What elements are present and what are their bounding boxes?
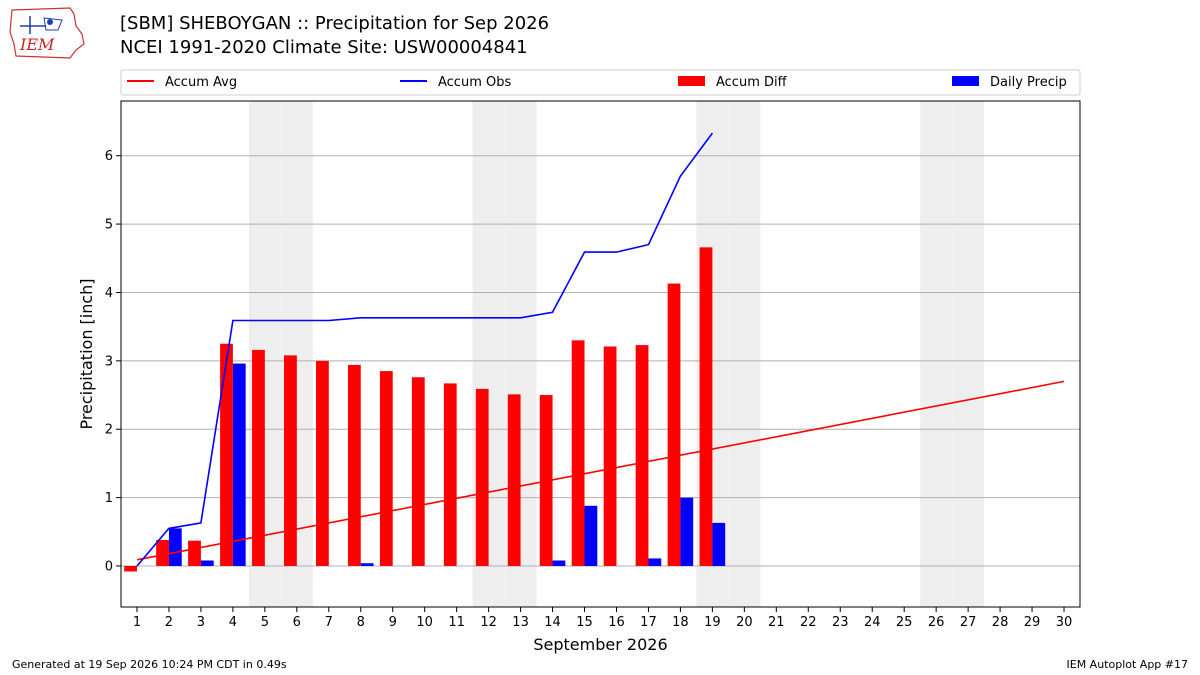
diff-bar-4 [220, 343, 233, 566]
x-tick-label-14: 14 [544, 615, 561, 630]
accum-avg-line [136, 380, 1065, 561]
x-tick-label-8: 8 [357, 615, 365, 630]
diff-bar-11 [443, 383, 457, 566]
plot-frame [120, 100, 1081, 608]
daily-bar-3 [200, 560, 214, 566]
legend-label-accum-avg: Accum Avg [165, 75, 237, 90]
diff-bar-9 [379, 371, 393, 566]
x-tick-label-3: 3 [197, 615, 205, 630]
legend: Accum Avg Accum Obs Accum Diff Daily Precip [120, 69, 1081, 96]
diff-bar-19 [699, 247, 713, 566]
x-tick-label-5: 5 [261, 615, 269, 630]
chart-title-line2: NCEI 1991-2020 Climate Site: USW00004841 [120, 37, 528, 58]
diff-bar-10 [411, 377, 425, 566]
x-tick-label-4: 4 [229, 615, 237, 630]
footer-app: IEM Autoplot App #17 [1066, 658, 1189, 671]
x-tick-label-20: 20 [736, 615, 753, 630]
daily-bar-15 [584, 505, 598, 566]
y-tick-label-4: 4 [105, 286, 113, 301]
bars [124, 247, 726, 572]
y-tick-label-2: 2 [105, 423, 113, 438]
x-tick-label-25: 25 [896, 615, 913, 630]
footer-generated: Generated at 19 Sep 2026 10:24 PM CDT in… [12, 658, 287, 671]
x-axis-label: September 2026 [533, 635, 667, 654]
x-tick-label-19: 19 [704, 615, 721, 630]
daily-bar-17 [648, 558, 662, 566]
y-tick-label-1: 1 [105, 491, 113, 506]
legend-label-daily-precip: Daily Precip [990, 75, 1067, 90]
daily-bar-2 [168, 528, 182, 566]
weekend-band-27 [952, 101, 985, 607]
diff-bar-17 [635, 345, 649, 566]
x-tick-label-27: 27 [960, 615, 977, 630]
x-tick-label-21: 21 [768, 615, 785, 630]
diff-bar-3 [188, 540, 201, 566]
x-tick-label-2: 2 [165, 615, 173, 630]
diff-bar-2 [156, 539, 169, 566]
x-tick-label-9: 9 [389, 615, 397, 630]
daily-bar-8 [360, 563, 374, 566]
x-tick-label-26: 26 [928, 615, 945, 630]
daily-bar-14 [552, 560, 566, 566]
x-tick-label-15: 15 [576, 615, 593, 630]
x-axis: 1 2 3 4 5 6 7 8 9 10 11 12 13 14 15 16 17 18 19 20 21 22 23 24 2… [133, 607, 1072, 630]
x-tick-label-18: 18 [672, 615, 689, 630]
legend-swatch-accum-diff [678, 76, 705, 86]
weekend-band-20 [728, 101, 761, 607]
gridlines [121, 155, 1080, 567]
logo-text: IEM [19, 35, 55, 54]
x-tick-label-12: 12 [480, 615, 497, 630]
accum-obs-line [136, 132, 714, 567]
daily-bar-4 [232, 363, 246, 566]
x-tick-label-11: 11 [448, 615, 465, 630]
diff-bar-6 [284, 355, 297, 566]
x-tick-label-24: 24 [864, 615, 881, 630]
legend-box [120, 69, 1081, 96]
chart-title: [SBM] SHEBOYGAN :: Precipitation for Sep… [120, 12, 549, 60]
diff-bar-18 [667, 283, 681, 566]
x-tick-label-6: 6 [293, 615, 301, 630]
x-tick-label-1: 1 [133, 615, 141, 630]
x-tick-label-16: 16 [608, 615, 625, 630]
diff-bar-16 [603, 346, 617, 566]
y-axis-label: Precipitation [inch] [77, 278, 96, 429]
x-tick-label-30: 30 [1056, 615, 1073, 630]
y-tick-label-5: 5 [105, 218, 113, 233]
diff-bar-8 [347, 364, 361, 566]
diff-bar-1 [124, 565, 137, 572]
daily-bar-19 [712, 522, 726, 566]
y-axis: 0 1 2 3 4 5 6 [105, 149, 121, 574]
legend-swatch-daily-precip [952, 76, 979, 86]
x-tick-label-23: 23 [832, 615, 849, 630]
legend-label-accum-diff: Accum Diff [716, 75, 788, 90]
legend-label-accum-obs: Accum Obs [438, 75, 511, 90]
x-tick-label-28: 28 [992, 615, 1009, 630]
weekend-band-26 [920, 101, 953, 607]
x-tick-label-13: 13 [512, 615, 529, 630]
y-tick-label-0: 0 [105, 559, 113, 574]
x-tick-label-7: 7 [325, 615, 333, 630]
y-tick-label-6: 6 [105, 149, 113, 164]
diff-bar-7 [315, 360, 329, 566]
x-tick-label-29: 29 [1024, 615, 1041, 630]
diff-bar-15 [571, 340, 585, 566]
x-tick-label-10: 10 [416, 615, 433, 630]
diff-bar-13 [507, 394, 521, 566]
x-tick-label-17: 17 [640, 615, 657, 630]
diff-bar-12 [475, 388, 489, 566]
chart-title-line1: [SBM] SHEBOYGAN :: Precipitation for Sep… [120, 13, 550, 34]
daily-bar-18 [680, 497, 694, 566]
iem-logo: IEM [9, 7, 85, 59]
x-tick-label-22: 22 [800, 615, 817, 630]
lines [136, 132, 1065, 567]
diff-bar-5 [252, 349, 265, 566]
y-tick-label-3: 3 [105, 354, 113, 369]
